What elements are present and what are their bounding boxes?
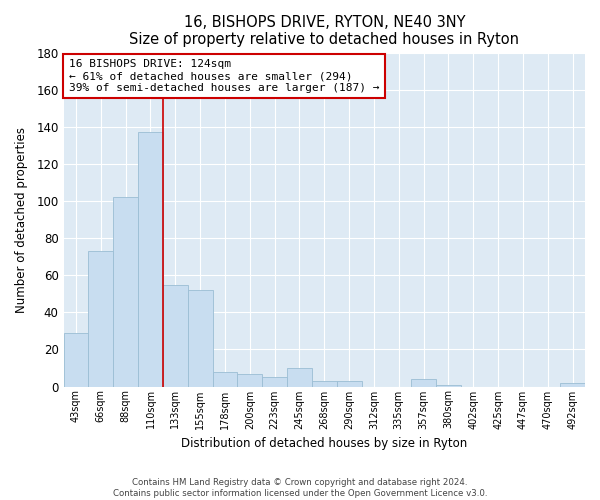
Bar	[560, 383, 585, 386]
Text: 16 BISHOPS DRIVE: 124sqm
← 61% of detached houses are smaller (294)
39% of semi-: 16 BISHOPS DRIVE: 124sqm ← 61% of detach…	[69, 60, 379, 92]
Bar	[287, 368, 312, 386]
Title: 16, BISHOPS DRIVE, RYTON, NE40 3NY
Size of property relative to detached houses : 16, BISHOPS DRIVE, RYTON, NE40 3NY Size …	[129, 15, 519, 48]
Bar	[163, 284, 188, 386]
Bar	[262, 377, 287, 386]
Bar	[312, 381, 337, 386]
Bar	[411, 379, 436, 386]
Bar	[212, 372, 238, 386]
Text: Contains HM Land Registry data © Crown copyright and database right 2024.
Contai: Contains HM Land Registry data © Crown c…	[113, 478, 487, 498]
Bar	[138, 132, 163, 386]
Bar	[337, 381, 362, 386]
Bar	[113, 198, 138, 386]
Bar	[238, 374, 262, 386]
Bar	[88, 251, 113, 386]
Bar	[188, 290, 212, 386]
X-axis label: Distribution of detached houses by size in Ryton: Distribution of detached houses by size …	[181, 437, 467, 450]
Y-axis label: Number of detached properties: Number of detached properties	[15, 126, 28, 312]
Bar	[436, 384, 461, 386]
Bar	[64, 332, 88, 386]
